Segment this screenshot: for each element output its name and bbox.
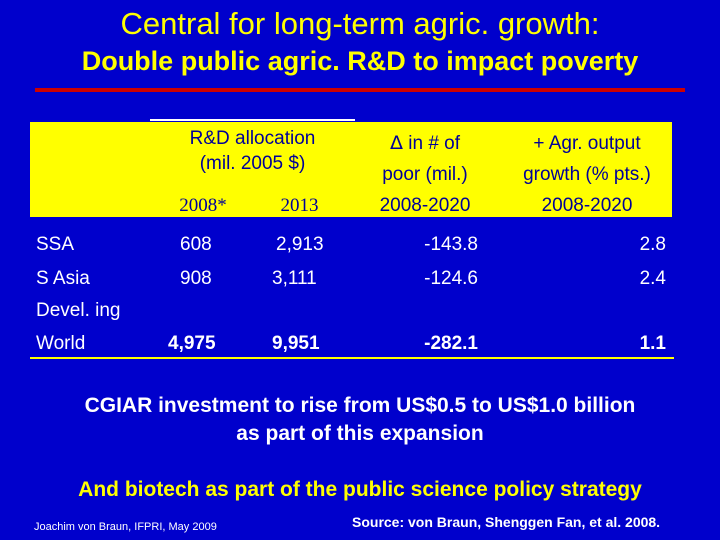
row-sasia-agr-growth: 2.4	[639, 268, 666, 289]
table-bottom-rule	[30, 357, 674, 359]
row-devworld-agr-growth: 1.1	[639, 333, 666, 354]
biotech-statement: And biotech as part of the public scienc…	[78, 478, 642, 501]
row-ssa-agr-growth: 2.8	[639, 234, 666, 255]
row-devworld-delta-poor: -282.1	[424, 333, 478, 354]
cgiar-statement: CGIAR investment to rise from US$0.5 to …	[0, 392, 720, 448]
header-rd-line2: (mil. 2005 $)	[199, 153, 306, 174]
cgiar-line1: CGIAR investment to rise from US$0.5 to …	[84, 394, 636, 417]
table-header-band	[30, 122, 672, 217]
row-ssa-rd-2013: 2,913	[276, 234, 324, 255]
slide-subtitle: Double public agric. R&D to impact pover…	[81, 46, 639, 76]
row-ssa-delta-poor: -143.8	[424, 234, 478, 255]
header-poor-line3: 2008-2020	[379, 195, 471, 216]
header-agr-line1: + Agr. output	[533, 133, 641, 154]
row-sasia-region: S Asia	[36, 268, 90, 289]
header-rd-allocation: R&D allocation (mil. 2005 $)	[160, 126, 345, 176]
delta-symbol: Δ	[389, 132, 403, 154]
slide-title: Central for long-term agric. growth:	[120, 6, 600, 41]
header-year-2013: 2013	[280, 195, 319, 216]
header-year-2008: 2008*	[179, 195, 227, 216]
row-devworld-region-line1: Devel. ing	[36, 300, 121, 321]
header-rd-line1: R&D allocation	[189, 128, 316, 149]
header-agr-growth: + Agr. output growth (% pts.) 2008-2020	[502, 131, 672, 218]
title-divider	[35, 88, 685, 92]
row-ssa-region: SSA	[36, 234, 75, 255]
row-sasia-delta-poor: -124.6	[424, 268, 478, 289]
row-devworld-rd-2013: 9,951	[272, 333, 320, 354]
header-delta-poor: Δ in # of poor (mil.) 2008-2020	[360, 131, 490, 218]
row-sasia-rd-2013: 3,111	[272, 268, 317, 289]
cgiar-line2: as part of this expansion	[236, 422, 484, 445]
header-top-rule	[150, 119, 355, 121]
row-devworld-rd-2008: 4,975	[168, 333, 216, 354]
row-ssa-rd-2008: 608	[180, 234, 212, 255]
header-poor-line2: poor (mil.)	[382, 164, 468, 185]
row-devworld-region-line2: World	[36, 333, 86, 354]
header-poor-line1: in # of	[402, 133, 461, 154]
header-agr-line2: growth (% pts.)	[523, 164, 651, 185]
footer-author: Joachim von Braun, IFPRI, May 2009	[34, 521, 217, 533]
footer-source: Source: von Braun, Shenggen Fan, et al. …	[352, 514, 661, 530]
row-sasia-rd-2008: 908	[180, 268, 212, 289]
header-agr-line3: 2008-2020	[541, 195, 633, 216]
